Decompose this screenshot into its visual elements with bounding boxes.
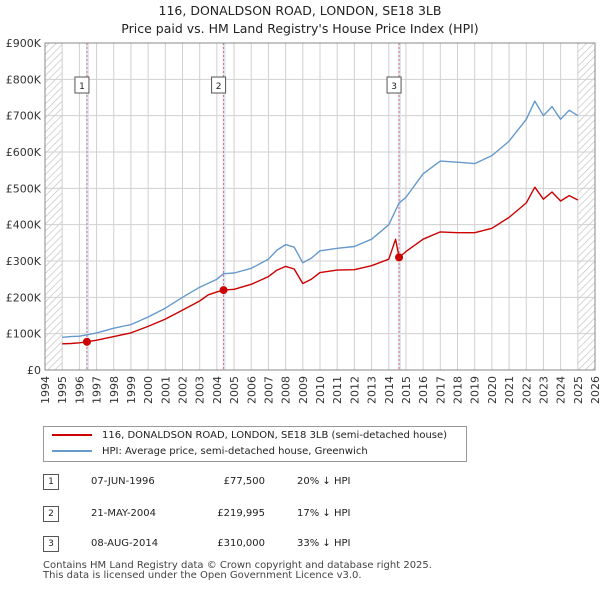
x-tick-label: 2026 [589, 376, 600, 404]
marker-band [398, 43, 402, 370]
x-tick-label: 2004 [211, 376, 224, 404]
y-tick-label: £200K [6, 291, 42, 304]
y-tick-label: £600K [6, 146, 42, 159]
x-tick-label: 2001 [159, 376, 172, 404]
x-tick-label: 2003 [194, 376, 207, 404]
x-tick-label: 2019 [469, 376, 482, 404]
footer: Contains HM Land Registry data © Crown c… [43, 561, 432, 581]
marker-band [85, 43, 89, 370]
sale-date: 08-AUG-2014 [91, 538, 159, 549]
y-tick-label: £500K [6, 182, 42, 195]
y-tick-label: £0 [27, 364, 41, 377]
legend-item-hpi: HPI: Average price, semi-detached house,… [52, 444, 368, 460]
x-tick-label: 1997 [91, 376, 104, 404]
y-tick-label: £300K [6, 255, 42, 268]
marker-box-label: 2 [216, 82, 222, 92]
x-tick-label: 2024 [555, 376, 568, 404]
sale-hpi-diff: 33% ↓ HPI [297, 538, 351, 549]
x-tick-label: 2009 [297, 376, 310, 404]
plot-border [44, 42, 596, 371]
x-tick-label: 2014 [383, 376, 396, 404]
chart-title: 116, DONALDSON ROAD, LONDON, SE18 3LB Pr… [0, 2, 600, 38]
price-chart: £0 £100K £200K £300K £400K £500K £600K £700K £80… [6, 37, 600, 404]
hatched-range [45, 43, 63, 370]
title-line-1: 116, DONALDSON ROAD, LONDON, SE18 3LB [158, 3, 442, 18]
x-tick-label: 2018 [452, 376, 465, 404]
legend-item-property: 116, DONALDSON ROAD, LONDON, SE18 3LB (s… [52, 428, 447, 444]
x-tick-label: 2021 [503, 376, 516, 404]
x-tick-label: 1994 [39, 376, 52, 404]
marker-box [386, 76, 402, 94]
x-tick-label: 2013 [366, 376, 379, 404]
x-tick-label: 2016 [417, 376, 430, 404]
x-tick-label: 2020 [486, 376, 499, 404]
sale-point [219, 286, 228, 295]
x-tick-label: 1999 [125, 376, 138, 404]
marker-box [74, 76, 90, 94]
legend-swatch-hpi [52, 450, 92, 452]
marker-box-label: 3 [391, 82, 397, 92]
x-tick-label: 2011 [331, 376, 344, 404]
y-tick-label: £400K [6, 219, 42, 232]
x-tick-label: 2023 [537, 376, 550, 404]
x-tick-label: 2008 [280, 376, 293, 404]
marker-box [211, 76, 227, 94]
x-tick-label: 2002 [177, 376, 190, 404]
x-tick-label: 2025 [572, 376, 585, 404]
x-tick-label: 2007 [262, 376, 275, 404]
footer-line-2: This data is licensed under the Open Gov… [43, 570, 362, 581]
property-price-line [62, 186, 579, 345]
x-tick-label: 2006 [245, 376, 258, 404]
sale-price: £219,995 [217, 508, 265, 519]
x-tick-label: 2012 [348, 376, 361, 404]
y-tick-label: £100K [6, 328, 42, 341]
sale-hpi-diff: 17% ↓ HPI [297, 508, 351, 519]
x-tick-label: 2022 [520, 376, 533, 404]
sale-point [82, 337, 91, 346]
x-tick-label: 2005 [228, 376, 241, 404]
footer-line-1: Contains HM Land Registry data © Crown c… [43, 560, 432, 571]
title-line-2: Price paid vs. HM Land Registry's House … [121, 21, 479, 36]
x-tick-label: 2015 [400, 376, 413, 404]
sale-number-badge: 3 [43, 536, 59, 552]
x-tick-label: 2010 [314, 376, 327, 404]
x-tick-label: 2017 [434, 376, 447, 404]
legend-label-hpi: HPI: Average price, semi-detached house,… [102, 446, 368, 457]
x-tick-label: 1995 [56, 376, 69, 404]
sale-date: 21-MAY-2004 [91, 508, 157, 519]
hatched-range [577, 43, 595, 370]
sale-number-badge: 2 [43, 506, 59, 522]
hpi-line [62, 100, 579, 338]
sale-date: 07-JUN-1996 [91, 476, 155, 487]
sale-price: £77,500 [223, 476, 265, 487]
x-tick-label: 1998 [108, 376, 121, 404]
x-tick-label: 1996 [73, 376, 86, 404]
sale-point [395, 253, 404, 262]
legend: 116, DONALDSON ROAD, LONDON, SE18 3LB (s… [43, 426, 467, 462]
marker-band [222, 43, 226, 370]
sale-price: £310,000 [217, 538, 265, 549]
sale-number-badge: 1 [43, 474, 59, 490]
legend-label-property: 116, DONALDSON ROAD, LONDON, SE18 3LB (s… [102, 430, 448, 441]
y-tick-label: £800K [6, 73, 42, 86]
sale-hpi-diff: 20% ↓ HPI [297, 476, 351, 487]
legend-swatch-property [52, 434, 92, 436]
y-tick-label: £700K [6, 110, 42, 123]
y-tick-label: £900K [6, 37, 42, 50]
x-tick-label: 2000 [142, 376, 155, 404]
marker-box-label: 1 [79, 82, 85, 92]
